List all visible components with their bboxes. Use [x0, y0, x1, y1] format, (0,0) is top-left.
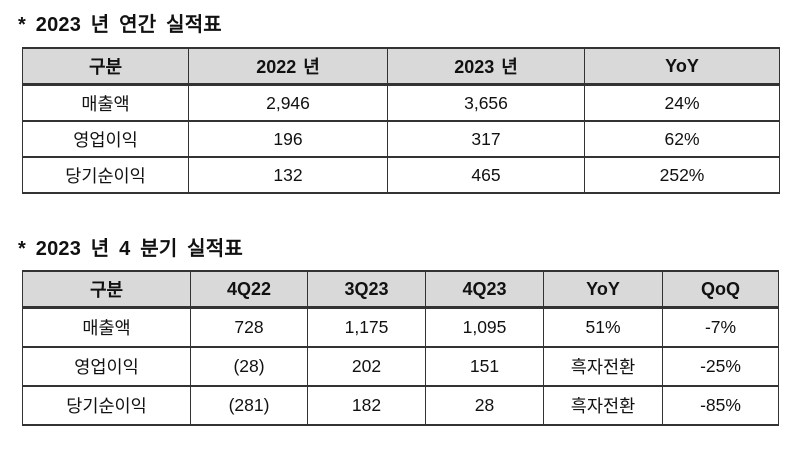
row-label: 영업이익 [22, 346, 191, 387]
cell-rev-4q23: 1,095 [425, 306, 544, 348]
cell-op-yoy: 흑자전환 [543, 346, 663, 387]
annual-header-gubun: 구분 [22, 47, 189, 86]
cell-op-2022: 196 [188, 120, 388, 158]
annual-header-row: 구분 2022 년 2023 년 YoY [22, 47, 780, 86]
annual-row-net-income: 당기순이익 132 465 252% [22, 156, 780, 194]
annual-title: * 2023 년 연간 실적표 [18, 14, 222, 36]
quarterly-table: 구분 4Q22 3Q23 4Q23 YoY QoQ 매출액 728 1,175 … [22, 270, 779, 426]
row-label: 당기순이익 [22, 385, 191, 426]
quarterly-header-4q22: 4Q22 [190, 270, 308, 309]
annual-table: 구분 2022 년 2023 년 YoY 매출액 2,946 3,656 24%… [22, 47, 780, 194]
cell-op-qoq: -25% [662, 346, 779, 387]
cell-rev-yoy: 51% [543, 306, 663, 348]
quarterly-header-yoy: YoY [543, 270, 663, 309]
cell-ni-yoy: 252% [584, 156, 780, 194]
page: * 2023 년 연간 실적표 구분 2022 년 2023 년 YoY 매출액… [18, 14, 780, 426]
cell-revenue-yoy: 24% [584, 83, 780, 122]
cell-revenue-2022: 2,946 [188, 83, 388, 122]
annual-row-revenue: 매출액 2,946 3,656 24% [22, 83, 780, 122]
cell-rev-3q23: 1,175 [307, 306, 426, 348]
cell-ni-2023: 465 [387, 156, 585, 194]
cell-ni-2022: 132 [188, 156, 388, 194]
annual-header-yoy: YoY [584, 47, 780, 86]
cell-ni-4q22: (281) [190, 385, 308, 426]
annual-header-2023: 2023 년 [387, 47, 585, 86]
quarterly-row-operating-profit: 영업이익 (28) 202 151 흑자전환 -25% [22, 346, 779, 387]
cell-op-yoy: 62% [584, 120, 780, 158]
cell-rev-qoq: -7% [662, 306, 779, 348]
cell-ni-3q23: 182 [307, 385, 426, 426]
cell-ni-4q23: 28 [425, 385, 544, 426]
cell-ni-qoq: -85% [662, 385, 779, 426]
cell-ni-yoy: 흑자전환 [543, 385, 663, 426]
quarterly-header-gubun: 구분 [22, 270, 191, 309]
quarterly-row-revenue: 매출액 728 1,175 1,095 51% -7% [22, 306, 779, 348]
cell-revenue-2023: 3,656 [387, 83, 585, 122]
quarterly-header-4q23: 4Q23 [425, 270, 544, 309]
row-label: 매출액 [22, 83, 189, 122]
cell-op-4q23: 151 [425, 346, 544, 387]
annual-header-2022: 2022 년 [188, 47, 388, 86]
cell-op-4q22: (28) [190, 346, 308, 387]
quarterly-title: * 2023 년 4 분기 실적표 [18, 238, 243, 260]
row-label: 당기순이익 [22, 156, 189, 194]
annual-row-operating-profit: 영업이익 196 317 62% [22, 120, 780, 158]
row-label: 영업이익 [22, 120, 189, 158]
quarterly-row-net-income: 당기순이익 (281) 182 28 흑자전환 -85% [22, 385, 779, 426]
quarterly-header-qoq: QoQ [662, 270, 779, 309]
cell-op-2023: 317 [387, 120, 585, 158]
quarterly-header-3q23: 3Q23 [307, 270, 426, 309]
cell-rev-4q22: 728 [190, 306, 308, 348]
quarterly-header-row: 구분 4Q22 3Q23 4Q23 YoY QoQ [22, 270, 779, 309]
cell-op-3q23: 202 [307, 346, 426, 387]
row-label: 매출액 [22, 306, 191, 348]
